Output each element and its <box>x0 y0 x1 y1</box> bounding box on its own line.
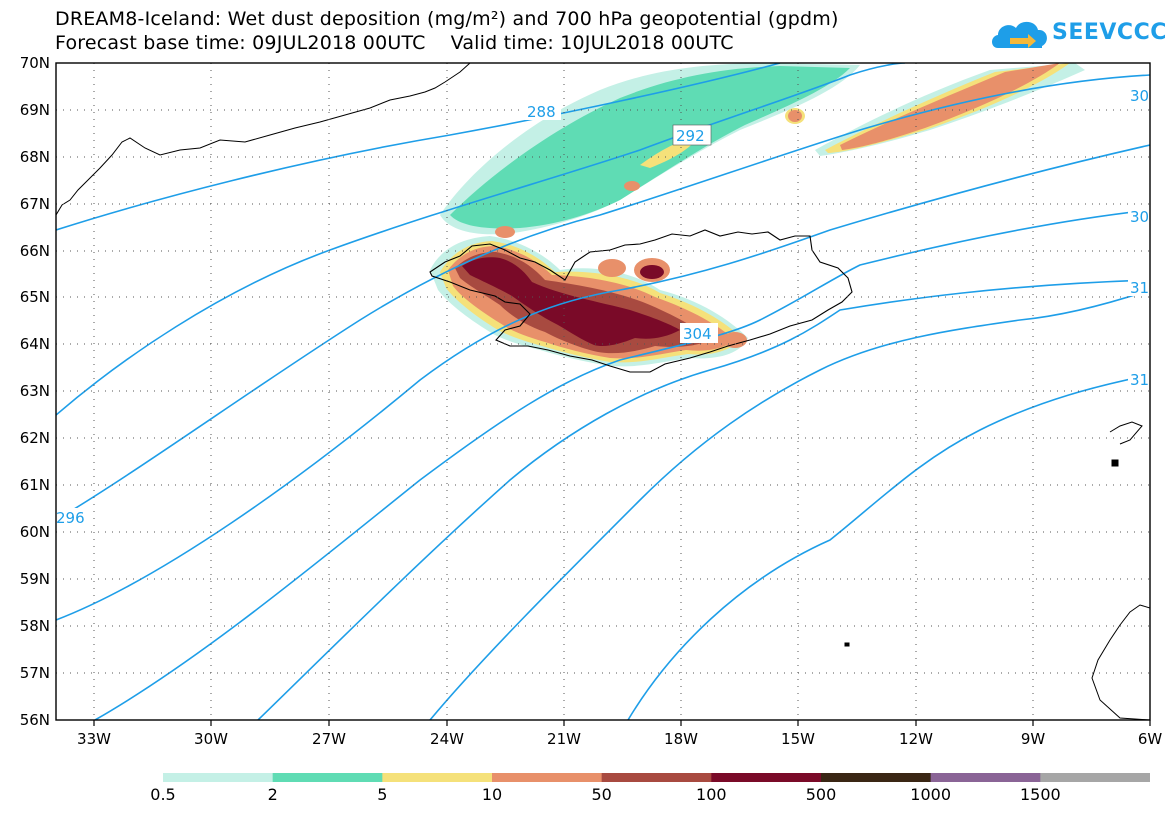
lat-label: 62N <box>20 429 50 447</box>
lat-label: 61N <box>20 476 50 494</box>
map-frame <box>55 62 1151 721</box>
legend-label: 0.5 <box>150 785 176 804</box>
scotland-outline <box>844 421 1150 720</box>
axis-ticks <box>93 720 1151 726</box>
contour-label: 288 <box>527 103 556 121</box>
legend-swatch <box>821 773 932 782</box>
lat-label: 69N <box>20 101 50 119</box>
legend-label: 5 <box>377 785 388 804</box>
legend-label: 100 <box>696 785 727 804</box>
lat-label: 64N <box>20 335 50 353</box>
lon-label: 18W <box>664 730 698 748</box>
legend-label: 1500 <box>1019 785 1061 804</box>
greenland-outline <box>56 63 471 216</box>
contour-label: 296 <box>56 509 85 527</box>
legend-label: 10 <box>481 785 503 804</box>
lon-label: 6W <box>1138 730 1163 748</box>
map-content <box>56 63 1150 720</box>
lon-label: 21W <box>547 730 581 748</box>
legend-label: 2 <box>267 785 278 804</box>
lon-label: 12W <box>899 730 933 748</box>
lon-label: 15W <box>781 730 815 748</box>
legend-swatch <box>601 773 712 782</box>
legend-swatch <box>930 773 1041 782</box>
legend-label: 50 <box>591 785 612 804</box>
lat-label: 68N <box>20 148 50 166</box>
lat-label: 56N <box>20 711 50 729</box>
legend-swatch <box>711 773 822 782</box>
contour-label: 292 <box>676 127 705 145</box>
color-legend <box>163 773 1150 782</box>
legend-label: 500 <box>805 785 837 804</box>
contour-label: 30 <box>1130 208 1149 226</box>
lat-label: 57N <box>20 664 50 682</box>
lon-label: 30W <box>194 730 228 748</box>
map-title: DREAM8-Iceland: Wet dust deposition (mg/… <box>55 8 839 30</box>
legend-swatch <box>382 773 493 782</box>
lat-label: 65N <box>20 288 50 306</box>
lat-label: 59N <box>20 570 50 588</box>
map-subtitle: Forecast base time: 09JUL2018 00UTC Vali… <box>55 32 734 54</box>
legend-swatch <box>492 773 603 782</box>
legend-label: 1000 <box>910 785 952 804</box>
dust-deposition-field <box>430 63 1085 367</box>
contour-label: 31 <box>1130 279 1149 297</box>
contour-label: 304 <box>683 325 712 343</box>
lon-label: 33W <box>77 730 111 748</box>
lat-label: 70N <box>20 54 50 72</box>
lon-label: 24W <box>430 730 464 748</box>
longitude-labels: 33W 30W 27W 24W 21W 18W 15W 12W 9W 6W <box>77 730 1162 748</box>
contour-label: 31 <box>1130 371 1149 389</box>
lat-label: 58N <box>20 617 50 635</box>
legend-swatch <box>1040 773 1150 782</box>
contour-labels: 288 292 304 296 30 30 31 31 <box>56 86 1150 527</box>
iceland-outline <box>429 229 853 373</box>
legend-swatch <box>163 773 274 782</box>
lon-label: 9W <box>1021 730 1046 748</box>
latitude-labels: 70N 69N 68N 67N 66N 65N 64N 63N 62N 61N … <box>20 54 50 729</box>
cloud-icon <box>992 21 1047 48</box>
lat-label: 66N <box>20 242 50 260</box>
lat-label: 67N <box>20 195 50 213</box>
graticule <box>56 63 1150 720</box>
lat-label: 60N <box>20 523 50 541</box>
contour-label: 30 <box>1130 87 1149 105</box>
lat-label: 63N <box>20 382 50 400</box>
legend-swatch <box>272 773 383 782</box>
logo-text: SEEVCCC <box>1052 20 1167 45</box>
lon-label: 27W <box>312 730 346 748</box>
geopotential-contours <box>56 63 1150 720</box>
